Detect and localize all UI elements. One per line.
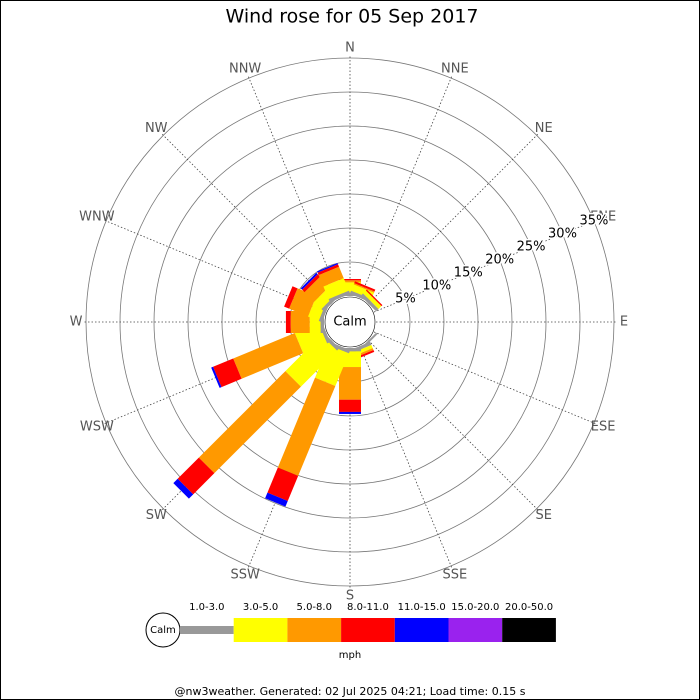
legend-label: 15.0-20.0 (451, 602, 499, 613)
direction-label: WNW (79, 210, 115, 225)
bar-segment (328, 290, 351, 303)
spoke (359, 345, 453, 568)
bar-segment (339, 411, 361, 414)
spoke (359, 76, 453, 299)
ring-label: 10% (422, 279, 451, 294)
spoke (247, 76, 341, 299)
bar-segment (339, 280, 361, 283)
legend-label: 8.0-11.0 (347, 602, 389, 613)
bar-segment (339, 279, 361, 281)
bar-segment (339, 367, 361, 400)
bar-segment (177, 457, 215, 495)
direction-label: NE (535, 121, 553, 136)
bar-segment (354, 281, 376, 292)
ring-label: 15% (454, 266, 483, 281)
ring-label: 25% (517, 239, 546, 254)
bar-segment (339, 282, 361, 293)
legend-swatch (180, 626, 234, 634)
bar-segment (267, 467, 299, 502)
spoke (373, 331, 596, 425)
legend-label: 3.0-5.0 (243, 602, 278, 613)
grid-ring (153, 125, 547, 519)
direction-label: N (345, 41, 355, 56)
direction-label: ESE (591, 419, 616, 434)
direction-label: E (620, 315, 628, 330)
bar-segment (339, 348, 361, 352)
ring-label: 20% (485, 253, 514, 268)
bar-segment (173, 478, 194, 499)
direction-label: SSE (442, 568, 467, 583)
bars (173, 262, 383, 507)
ring-label: 5% (395, 292, 416, 307)
grid-ring (187, 159, 513, 485)
bar-segment (360, 293, 379, 312)
bar-segment (323, 278, 349, 300)
bar-segment (285, 311, 291, 333)
direction-label: SW (146, 508, 167, 523)
ring-label: 35% (579, 213, 608, 228)
bar-segment (211, 366, 222, 388)
spoke (161, 133, 332, 304)
bar-segment (353, 283, 375, 293)
legend-swatch (341, 618, 395, 642)
legend-unit: mph (339, 650, 361, 661)
bar-segment (290, 311, 310, 333)
direction-label: WSW (80, 419, 114, 434)
direction-label: ENE (590, 210, 616, 225)
bar-segment (318, 266, 344, 287)
ring-label: 30% (548, 226, 577, 241)
legend-swatch (233, 618, 288, 642)
bar-segment (300, 272, 318, 290)
footer: @nw3weather. Generated: 02 Jul 2025 04:2… (175, 685, 526, 698)
legend-swatch (394, 618, 449, 642)
bar-segment (233, 332, 304, 379)
direction-label: S (346, 589, 354, 604)
legend-swatch (287, 618, 342, 642)
bar-segment (213, 358, 242, 388)
legend-label: 1.0-3.0 (189, 602, 224, 613)
legend-swatch (448, 618, 503, 642)
legend-label: 5.0-8.0 (297, 602, 332, 613)
legend-label: 20.0-50.0 (505, 602, 553, 613)
bar-segment (363, 290, 382, 309)
bar-segment (317, 264, 340, 276)
bar-segment (339, 399, 361, 412)
calm-label: Calm (333, 315, 366, 330)
direction-label: NNE (441, 61, 469, 76)
bar-segment (198, 371, 301, 474)
direction-label: SE (536, 508, 552, 523)
legend-swatch (502, 618, 556, 642)
spoke (368, 340, 539, 511)
bar-segment (265, 492, 288, 507)
spoke (373, 219, 596, 313)
bar-segment (317, 262, 338, 273)
legend-label: 11.0-15.0 (398, 602, 446, 613)
calm-circle (324, 296, 376, 348)
direction-label: SSW (230, 568, 260, 583)
direction-label: NNW (229, 61, 261, 76)
bar-segment (365, 289, 383, 307)
legend-calm-label: Calm (150, 625, 176, 636)
bar-segment (302, 274, 321, 293)
bar-segment (284, 286, 298, 309)
direction-label: W (70, 315, 83, 330)
spoke (368, 133, 539, 304)
chart-title: Wind rose for 05 Sep 2017 (225, 6, 478, 28)
bar-segment (315, 344, 349, 387)
direction-label: NW (145, 121, 168, 136)
bar-segment (285, 335, 337, 387)
bar-segment (339, 292, 361, 296)
bar-segment (277, 377, 336, 476)
